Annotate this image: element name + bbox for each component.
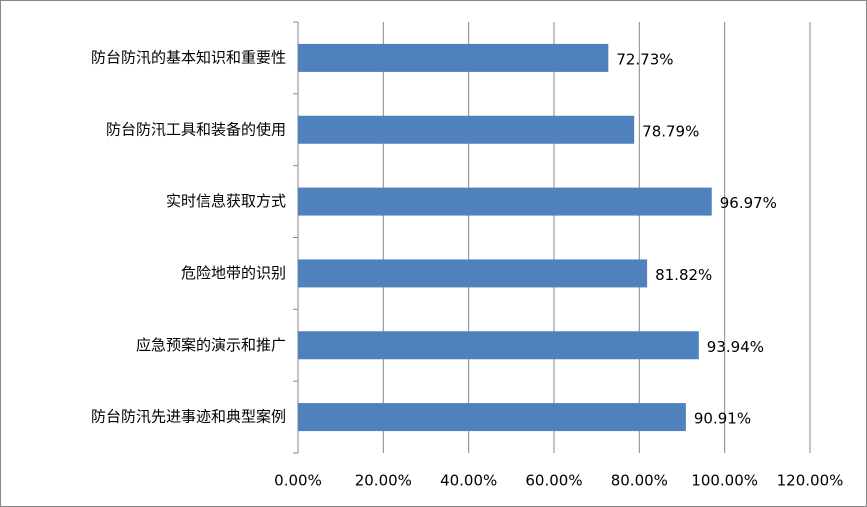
data-label: 78.79% (642, 122, 699, 140)
y-tick-label: 防台防汛先进事迹和典型案例 (91, 408, 286, 426)
bar (298, 403, 686, 432)
x-tick-label: 80.00% (611, 472, 668, 490)
bar (298, 43, 609, 72)
data-label: 81.82% (655, 266, 712, 284)
data-label: 93.94% (707, 338, 764, 356)
bar (298, 187, 712, 216)
y-tick-label: 实时信息获取方式 (166, 192, 286, 210)
x-tick-label: 40.00% (440, 472, 497, 490)
y-tick-label: 应急预案的演示和推广 (136, 336, 286, 354)
data-label: 96.97% (720, 194, 777, 212)
x-tick-label: 120.00% (777, 472, 844, 490)
y-tick-label: 防台防汛工具和装备的使用 (106, 120, 286, 138)
x-tick-label: 20.00% (355, 472, 412, 490)
bar (298, 115, 635, 144)
x-tick-label: 60.00% (525, 472, 582, 490)
x-tick-label: 100.00% (691, 472, 758, 490)
data-label: 90.91% (694, 410, 751, 428)
data-label: 72.73% (616, 50, 673, 68)
bar (298, 259, 648, 288)
y-tick-label: 防台防汛的基本知识和重要性 (91, 48, 286, 66)
x-tick-label: 0.00% (274, 472, 322, 490)
y-tick-label: 危险地带的识别 (181, 264, 286, 282)
bar (298, 331, 699, 360)
